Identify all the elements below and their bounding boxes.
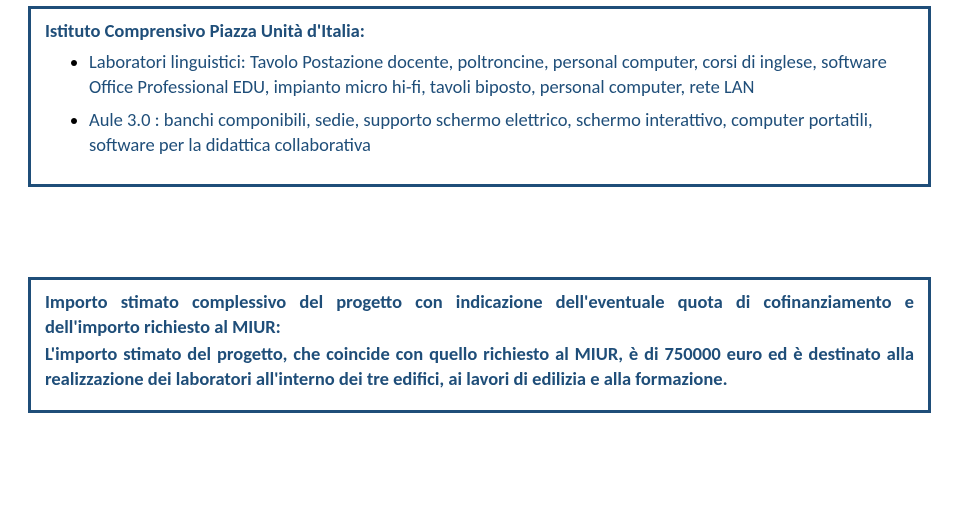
budget-text: Importo stimato complessivo del progetto… xyxy=(45,290,914,392)
budget-heading: Importo stimato complessivo del progetto… xyxy=(45,290,914,340)
list-item: Laboratori linguistici: Tavolo Postazion… xyxy=(89,50,914,100)
list-item: Aule 3.0 : banchi componibili, sedie, su… xyxy=(89,108,914,158)
info-box-budget: Importo stimato complessivo del progetto… xyxy=(28,277,931,413)
budget-detail: L'importo stimato del progetto, che coin… xyxy=(45,342,914,392)
info-box-labs: Istituto Comprensivo Piazza Unità d'Ital… xyxy=(28,6,931,187)
box1-list: Laboratori linguistici: Tavolo Postazion… xyxy=(45,50,914,158)
box1-title: Istituto Comprensivo Piazza Unità d'Ital… xyxy=(45,19,914,44)
